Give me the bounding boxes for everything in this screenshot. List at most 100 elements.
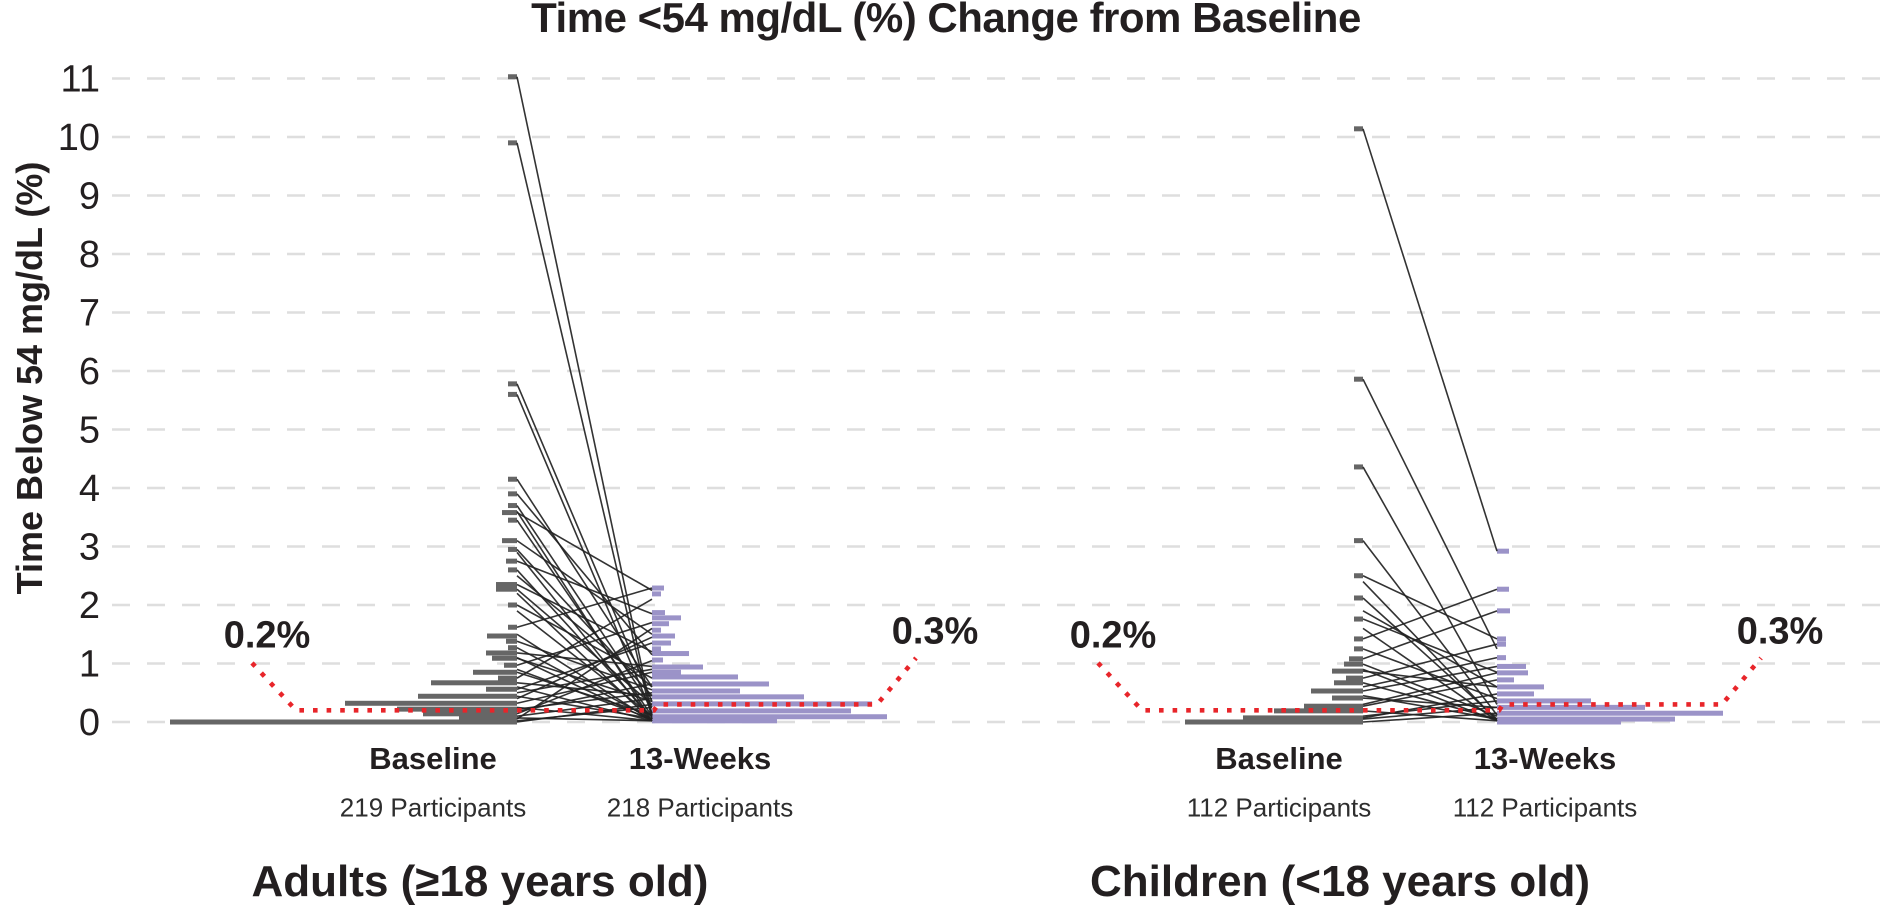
pair-line: [516, 659, 653, 715]
participants-label-baseline: 219 Participants: [339, 792, 527, 823]
week13-bar: [1497, 719, 1621, 725]
pair-line: [516, 394, 653, 714]
pair-line: [516, 548, 653, 697]
week13-bar: [1497, 684, 1544, 690]
week13-bar: [1497, 608, 1510, 614]
week13-bar: [652, 669, 681, 675]
pair-line: [516, 510, 653, 722]
baseline-bar: [504, 662, 517, 668]
baseline-bar: [508, 391, 517, 397]
pair-line: [1362, 643, 1498, 679]
baseline-bar: [496, 582, 517, 588]
week13-bar: [1497, 636, 1506, 642]
baseline-bar: [431, 680, 517, 686]
pair-line: [1362, 627, 1498, 722]
baseline-bar: [345, 700, 517, 706]
pair-line: [516, 683, 653, 713]
pair-line: [516, 636, 653, 700]
pair-line: [516, 560, 653, 615]
pair-line: [516, 621, 653, 667]
baseline-bar: [508, 476, 517, 482]
median-line: [1096, 656, 1763, 713]
y-tick-label: 4: [79, 468, 100, 510]
baseline-bar: [508, 503, 517, 509]
baseline-bar: [508, 645, 517, 651]
baseline-bar: [1354, 646, 1363, 652]
pair-line: [516, 587, 653, 628]
baseline-bar: [1354, 573, 1363, 579]
baseline-bar: [508, 602, 517, 608]
pair-line: [1362, 672, 1498, 706]
week13-bar: [652, 714, 887, 720]
baseline-bar: [506, 558, 517, 564]
pair-line: [516, 511, 653, 592]
participants-label-week13: 218 Participants: [606, 792, 794, 823]
week13-bar: [652, 657, 663, 663]
baseline-bar: [1311, 688, 1363, 694]
column-label-week13: 13-Weeks: [628, 741, 772, 776]
baseline-bar: [1349, 656, 1363, 662]
week13-bar: [1497, 663, 1526, 669]
pair-line: [1362, 665, 1498, 692]
participants-label-week13: 112 Participants: [1452, 792, 1638, 823]
y-tick-label: 11: [61, 59, 100, 101]
week13-bar: [652, 585, 664, 591]
baseline-bar: [1354, 376, 1363, 382]
pair-line: [516, 76, 653, 716]
median-label-baseline: 0.2%: [223, 614, 311, 657]
pair-line: [516, 478, 653, 688]
pair-line: [516, 633, 653, 722]
baseline-bar: [508, 491, 517, 497]
baseline-bar: [508, 74, 517, 80]
median-line: [250, 656, 918, 713]
week13-bar: [652, 627, 661, 633]
panel-title: Adults (≥18 years old): [251, 857, 709, 906]
baseline-bar: [1332, 668, 1363, 674]
baseline-bar: [397, 706, 517, 712]
pair-line: [1362, 610, 1498, 688]
baseline-bar: [459, 715, 517, 721]
week13-bar: [1497, 670, 1528, 676]
baseline-bar: [486, 650, 517, 656]
baseline-bar: [492, 655, 517, 661]
pair-line: [1362, 540, 1498, 716]
pair-line: [516, 551, 653, 722]
baseline-bar: [1304, 703, 1363, 709]
y-tick-label: 2: [79, 585, 100, 627]
baseline-bar: [1354, 464, 1363, 470]
panel-title: Children (<18 years old): [1089, 857, 1591, 906]
baseline-bar: [1274, 708, 1363, 714]
y-tick-label: 1: [79, 644, 100, 686]
pair-line: [1362, 700, 1498, 717]
week13-bar: [652, 651, 689, 657]
pair-line: [1362, 618, 1498, 674]
pair-line: [516, 598, 653, 679]
week13-bar: [652, 718, 777, 724]
pair-line: [516, 604, 653, 679]
baseline-bar: [508, 624, 517, 630]
baseline-bar: [170, 719, 517, 725]
pair-line: [1362, 581, 1498, 722]
baseline-bar: [508, 567, 517, 573]
week13-bar: [652, 694, 804, 700]
column-label-baseline: Baseline: [369, 741, 497, 776]
y-tick-label: 3: [79, 527, 100, 569]
median-label-baseline: 0.2%: [1069, 614, 1157, 657]
week13-bar: [652, 708, 851, 714]
y-tick-label: 7: [79, 293, 100, 335]
baseline-bar: [502, 510, 517, 516]
week13-bar: [652, 646, 661, 652]
pair-line: [1362, 656, 1498, 688]
y-tick-label: 9: [79, 176, 100, 218]
pair-line: [1362, 378, 1498, 650]
y-tick-label: 8: [79, 234, 100, 276]
baseline-bar: [1185, 719, 1363, 725]
y-tick-label: 0: [79, 702, 100, 744]
pair-line: [1362, 588, 1498, 640]
column-label-baseline: Baseline: [1215, 741, 1343, 776]
week13-bar: [652, 615, 681, 621]
baseline-bar: [1332, 695, 1363, 701]
pair-line: [516, 383, 653, 702]
week13-bar: [652, 640, 671, 646]
